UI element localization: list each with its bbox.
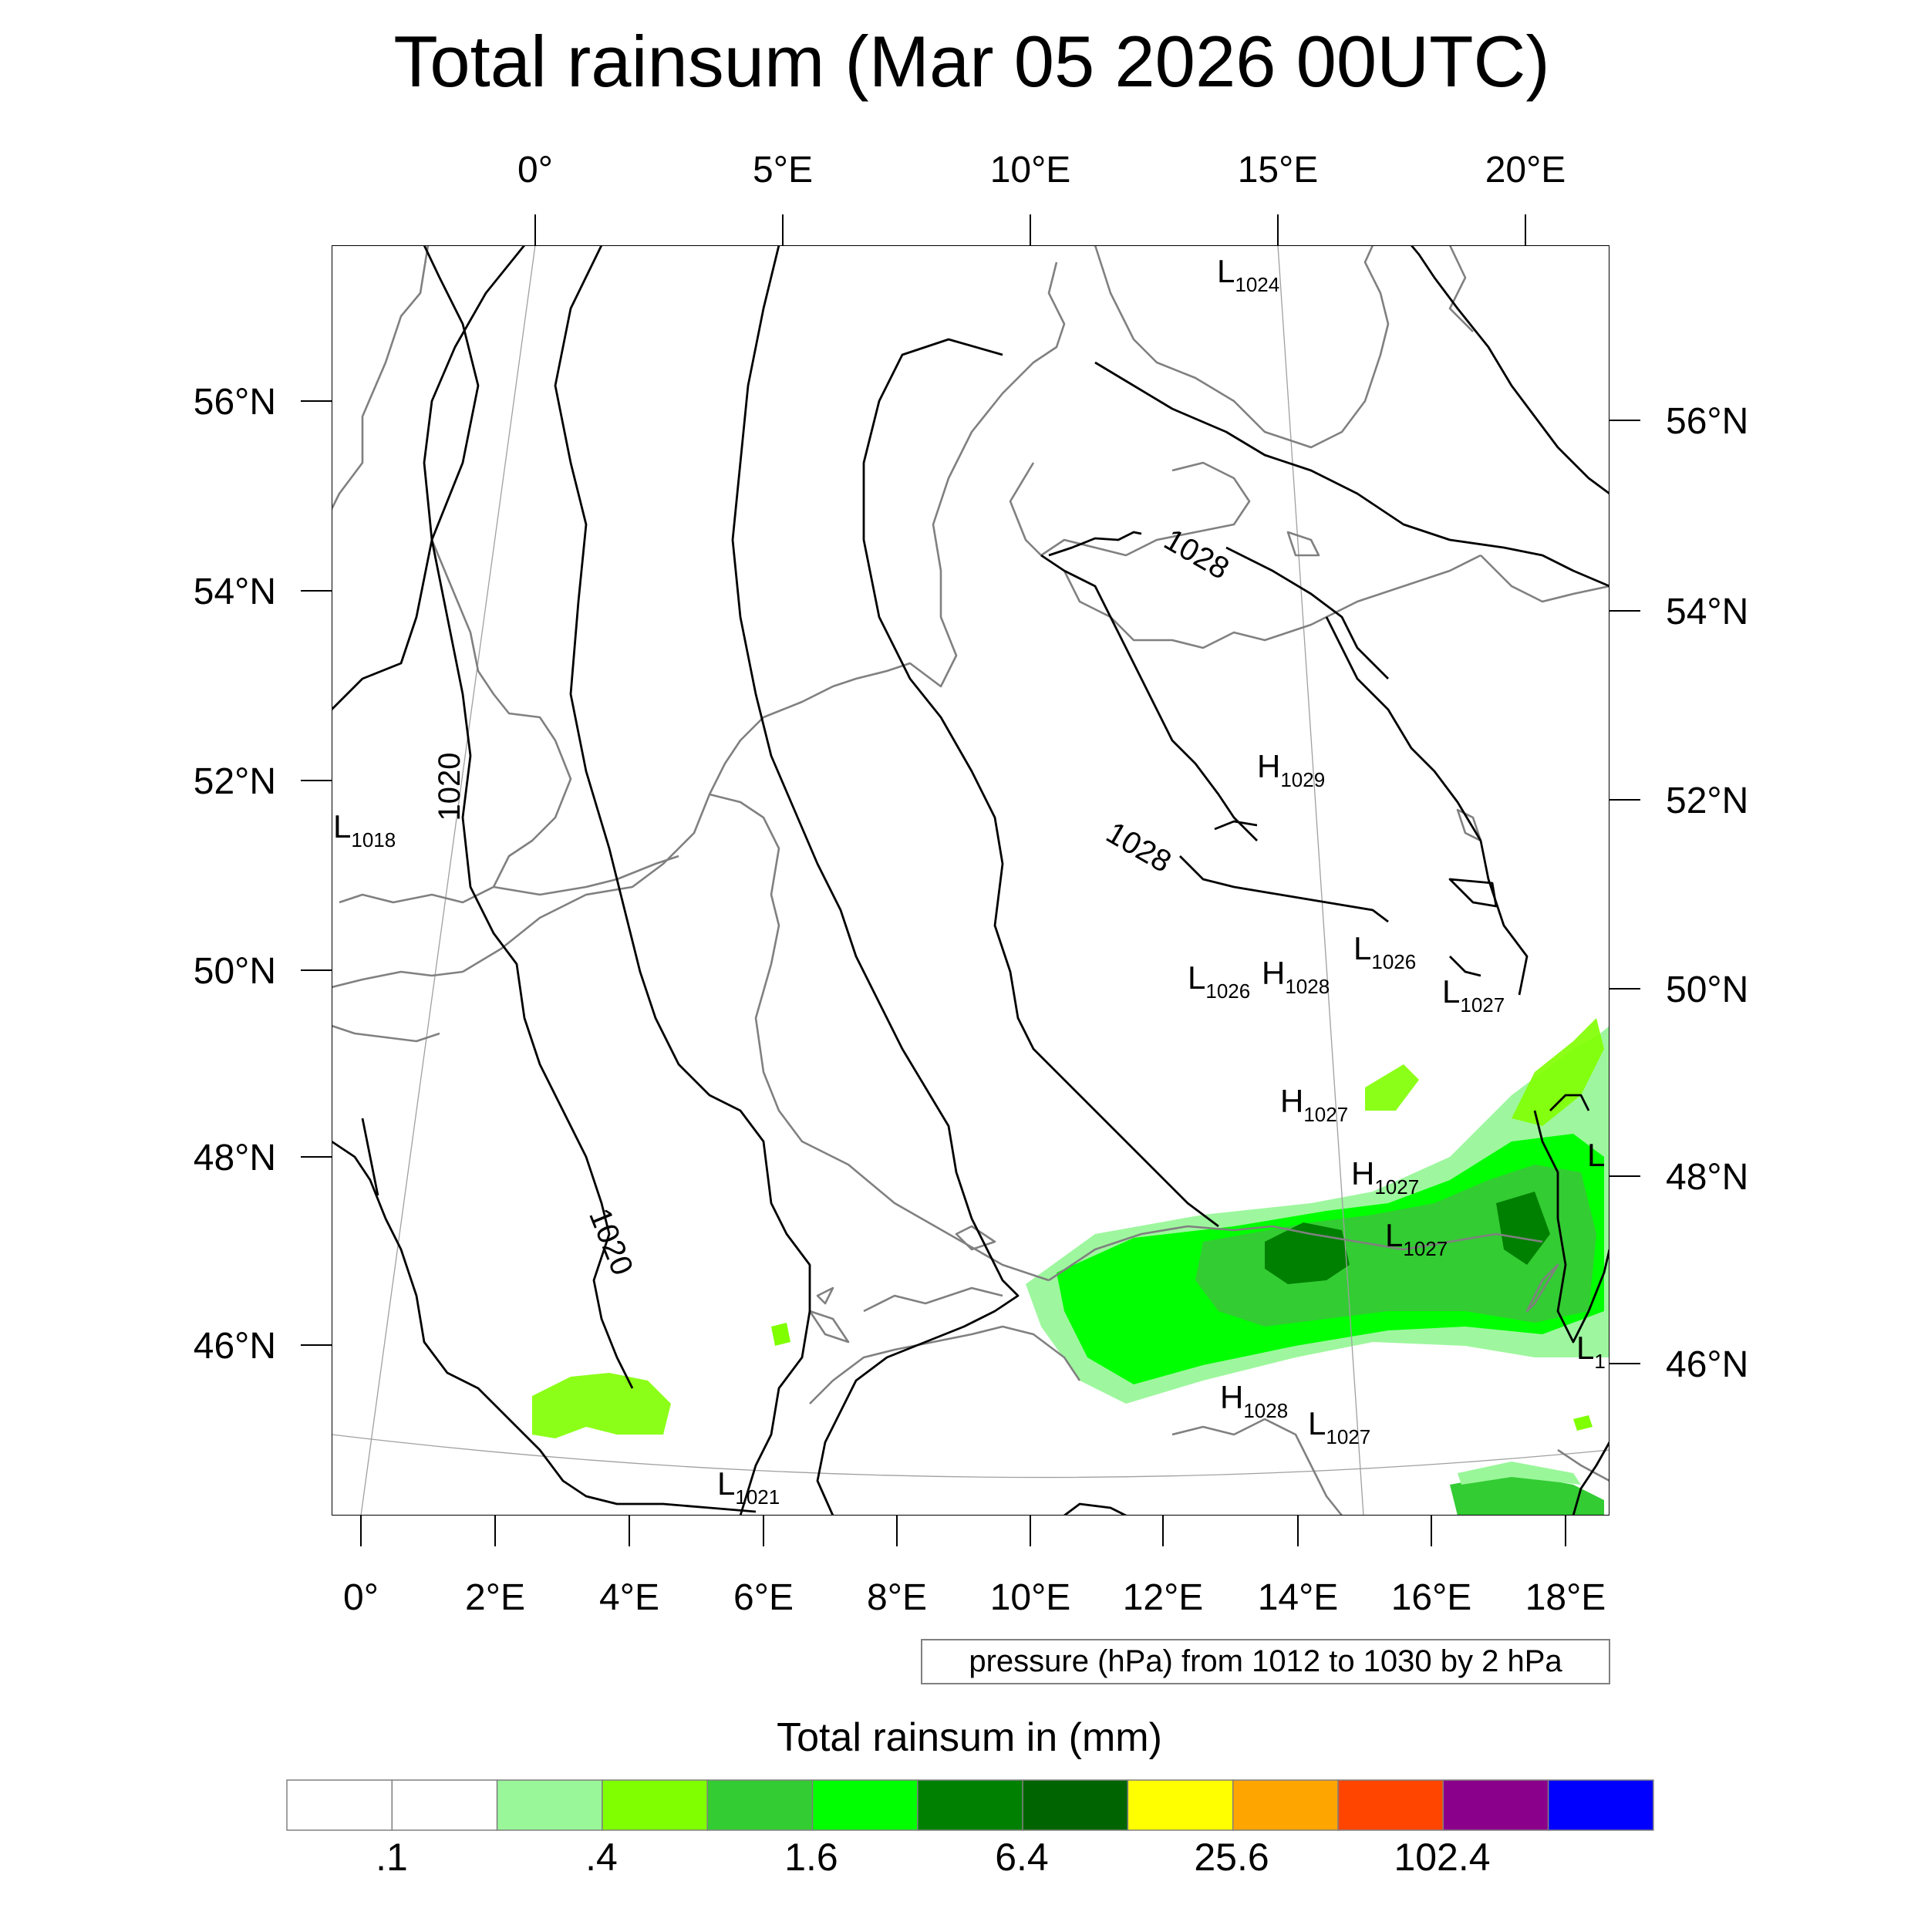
top-lon-label: 10°E [990,150,1071,191]
colorbar-tick-label: 6.4 [995,1836,1049,1879]
colorbar-cell [1547,1779,1654,1831]
rain-speck [771,1323,790,1346]
right-lat-label: 56°N [1666,401,1748,442]
top-longitude-axis [534,214,1526,245]
colorbar-tick-label: 1.6 [784,1836,838,1879]
contour-label: 1020 [433,753,467,821]
bottom-lon-label: 6°E [733,1577,794,1618]
left-lat-label: 48°N [194,1138,276,1178]
precipitation-field [532,1018,1609,1516]
colorbar-cell [391,1779,498,1831]
bottom-lon-label: 16°E [1391,1577,1472,1618]
pressure-center: H1029 [1257,748,1325,791]
bottom-longitude-axis [360,1516,1566,1546]
bottom-lon-label: 0° [343,1577,379,1618]
right-lat-label: 52°N [1666,781,1748,821]
top-lon-label: 5°E [753,150,813,191]
top-lon-label: 0° [517,150,553,191]
pressure-center: H1027 [1280,1083,1348,1126]
right-latitude-axis [1609,420,1640,1364]
isobars [332,245,1609,1516]
rain-area-south-light [1458,1462,1581,1485]
pressure-center: H1027 [1351,1155,1419,1199]
colorbar-cell [811,1779,918,1831]
colorbar-cell [1442,1779,1549,1831]
colorbar-cell [1337,1779,1444,1831]
rain-speck [1573,1415,1593,1431]
pressure-center: H1028 [1262,955,1330,998]
colorbar [286,1779,1654,1831]
pressure-center: L1018 [333,808,396,851]
colorbar-cell [602,1779,708,1831]
bottom-lon-label: 14°E [1258,1577,1339,1618]
bottom-lon-label: 4°E [599,1577,659,1618]
left-lat-label: 50°N [194,951,276,992]
pressure-center: L1027 [1308,1405,1370,1448]
colorbar-tick-label: 102.4 [1394,1836,1490,1879]
rain-area-slovakia [1365,1064,1419,1111]
info-box [921,1639,1610,1684]
colorbar-cell [917,1779,1023,1831]
rain-area-south [1450,1473,1604,1516]
pressure-center: H1028 [1220,1379,1288,1422]
graticule [332,245,1609,1516]
rain-area-west [532,1373,671,1438]
pressure-center: L1021 [717,1465,780,1509]
top-lon-label: 15°E [1238,150,1319,191]
pressure-center: L1 [1576,1330,1606,1373]
pressure-center: L1027 [1442,973,1505,1017]
left-lat-label: 46°N [194,1326,276,1367]
top-lon-label: 20°E [1485,150,1566,191]
right-lat-label: 48°N [1666,1157,1748,1198]
map-panel: 1020 1020 1028 1028 L1024 L1018 H1029 L1… [332,245,1609,1516]
left-latitude-axis [301,400,332,1346]
colorbar-tick-label: 25.6 [1194,1836,1269,1879]
colorbar-cell [1232,1779,1339,1831]
colorbar-tick-label: .1 [376,1836,408,1879]
colorbar-cell [1127,1779,1234,1831]
colorbar-cell [1022,1779,1129,1831]
rain-area-heavy [1496,1192,1550,1265]
left-lat-label: 52°N [194,761,276,802]
colorbar-cell [706,1779,814,1831]
bottom-lon-label: 2°E [465,1577,525,1618]
bottom-lon-label: 12°E [1123,1577,1204,1618]
colorbar-cell [496,1779,603,1831]
bottom-lon-label: 8°E [867,1577,927,1618]
pressure-center: L [1587,1137,1605,1173]
colorbar-tick-label: .4 [585,1836,618,1879]
rain-area-northeast [1512,1018,1604,1126]
colorbar-cell [286,1779,393,1831]
pressure-center: L1024 [1217,253,1279,296]
pressure-center: L1027 [1385,1217,1448,1260]
pressure-center: L1026 [1188,959,1250,1003]
left-lat-label: 54°N [194,572,276,612]
right-lat-label: 50°N [1666,969,1748,1010]
pressure-center: L1026 [1353,930,1416,973]
left-lat-label: 56°N [194,382,276,423]
right-lat-label: 54°N [1666,592,1748,632]
figure-title: Total rainsum (Mar 05 2026 00UTC) [393,21,1549,102]
bottom-lon-label: 18°E [1525,1577,1606,1618]
colorbar-title: Total rainsum in (mm) [777,1715,1162,1760]
right-lat-label: 46°N [1666,1344,1748,1385]
bottom-lon-label: 10°E [990,1577,1071,1618]
rain-area-moderate [1195,1165,1596,1327]
info-box-text: pressure (hPa) from 1012 to 1030 by 2 hP… [969,1644,1562,1678]
